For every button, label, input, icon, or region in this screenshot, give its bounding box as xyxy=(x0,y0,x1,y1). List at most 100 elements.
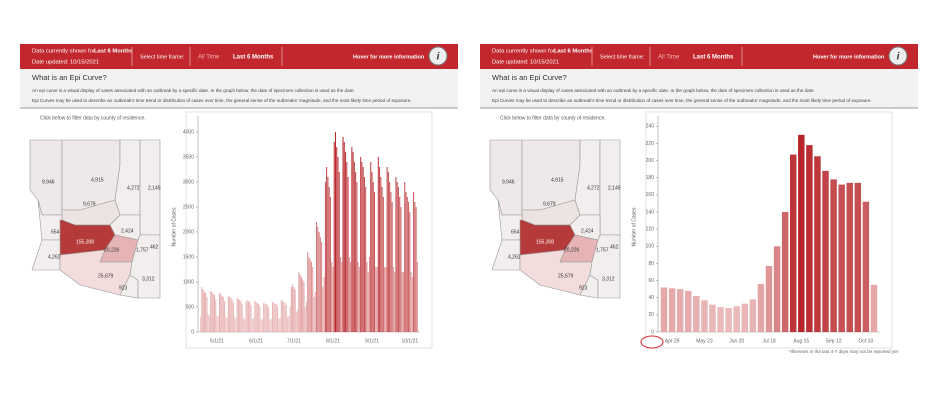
bar[interactable] xyxy=(367,272,369,332)
bar[interactable] xyxy=(374,192,376,332)
bar[interactable] xyxy=(287,317,289,332)
bar[interactable] xyxy=(215,299,217,333)
bar[interactable] xyxy=(275,304,277,332)
bar[interactable] xyxy=(298,272,300,332)
info-icon[interactable] xyxy=(888,46,908,66)
bar[interactable] xyxy=(294,289,296,333)
bar[interactable] xyxy=(380,177,382,332)
bar[interactable] xyxy=(334,132,336,332)
bar[interactable] xyxy=(266,305,268,332)
bar[interactable] xyxy=(382,197,384,332)
bar[interactable] xyxy=(356,182,358,332)
bar[interactable] xyxy=(381,187,383,332)
bar[interactable] xyxy=(389,182,391,332)
bar[interactable] xyxy=(685,290,692,332)
bar[interactable] xyxy=(798,134,805,332)
bar[interactable] xyxy=(395,177,397,332)
bar[interactable] xyxy=(400,207,402,332)
bar[interactable] xyxy=(384,267,386,332)
bar[interactable] xyxy=(717,307,724,332)
bar[interactable] xyxy=(366,262,368,332)
county[interactable] xyxy=(61,139,121,211)
bar[interactable] xyxy=(343,142,345,332)
bar[interactable] xyxy=(765,266,773,332)
bar[interactable] xyxy=(385,267,387,332)
timeframe-option[interactable]: Last 6 Months xyxy=(233,55,274,61)
bar[interactable] xyxy=(327,177,329,332)
bar[interactable] xyxy=(241,304,243,332)
bar[interactable] xyxy=(293,287,295,332)
bar[interactable] xyxy=(394,272,396,332)
timeframe-option[interactable]: Last 6 Months xyxy=(693,55,734,61)
bar[interactable] xyxy=(251,318,253,333)
bar[interactable] xyxy=(360,157,362,332)
timeframe-option[interactable]: All Time xyxy=(658,55,680,61)
bar[interactable] xyxy=(370,162,372,332)
bar[interactable] xyxy=(210,291,212,332)
bar[interactable] xyxy=(838,184,845,332)
bar[interactable] xyxy=(208,316,210,332)
bar[interactable] xyxy=(304,307,306,332)
bar[interactable] xyxy=(297,309,299,333)
bar[interactable] xyxy=(415,207,417,332)
bar[interactable] xyxy=(271,302,273,332)
bar[interactable] xyxy=(302,279,304,333)
bar[interactable] xyxy=(410,272,412,332)
bar[interactable] xyxy=(353,162,355,332)
bar[interactable] xyxy=(201,287,203,332)
bar[interactable] xyxy=(254,301,256,332)
bar[interactable] xyxy=(303,282,305,332)
bar[interactable] xyxy=(371,172,373,332)
bar[interactable] xyxy=(236,298,238,332)
bar[interactable] xyxy=(392,267,394,332)
bar[interactable] xyxy=(235,318,237,333)
bar[interactable] xyxy=(365,187,367,332)
bar[interactable] xyxy=(372,182,374,332)
bar[interactable] xyxy=(248,301,250,332)
bar[interactable] xyxy=(328,187,330,332)
bar[interactable] xyxy=(213,295,215,332)
bar[interactable] xyxy=(290,287,292,332)
county[interactable] xyxy=(29,139,63,216)
bar[interactable] xyxy=(242,318,244,332)
bar[interactable] xyxy=(741,303,749,332)
bar[interactable] xyxy=(409,212,411,332)
bar[interactable] xyxy=(854,182,862,332)
bar[interactable] xyxy=(300,277,302,332)
bar[interactable] xyxy=(226,318,228,332)
bar[interactable] xyxy=(676,289,684,332)
bar[interactable] xyxy=(222,297,224,332)
bar[interactable] xyxy=(806,145,813,332)
bar[interactable] xyxy=(289,307,291,332)
bar[interactable] xyxy=(316,222,318,332)
bar[interactable] xyxy=(270,319,272,332)
bar[interactable] xyxy=(781,212,789,332)
bar[interactable] xyxy=(313,297,315,332)
bar[interactable] xyxy=(362,167,364,332)
bar[interactable] xyxy=(245,302,247,332)
bar[interactable] xyxy=(814,156,821,332)
bar[interactable] xyxy=(408,202,410,332)
bar[interactable] xyxy=(660,287,668,332)
bar[interactable] xyxy=(207,314,209,333)
bar[interactable] xyxy=(246,300,248,332)
bar[interactable] xyxy=(346,162,348,332)
bar[interactable] xyxy=(336,147,338,332)
bar[interactable] xyxy=(268,307,270,332)
bar[interactable] xyxy=(264,303,266,333)
bar[interactable] xyxy=(733,306,740,332)
bar[interactable] xyxy=(309,259,311,333)
bar[interactable] xyxy=(202,289,204,333)
info-icon[interactable] xyxy=(428,46,448,66)
bar[interactable] xyxy=(386,167,388,332)
bar[interactable] xyxy=(217,317,219,332)
bar[interactable] xyxy=(225,316,227,333)
bar[interactable] xyxy=(355,172,357,332)
bar[interactable] xyxy=(244,319,246,333)
bar[interactable] xyxy=(288,316,290,332)
bar[interactable] xyxy=(846,182,853,332)
timeframe-option[interactable]: All Time xyxy=(198,55,220,61)
bar[interactable] xyxy=(220,294,222,332)
bar[interactable] xyxy=(337,157,339,332)
bar[interactable] xyxy=(333,142,335,332)
